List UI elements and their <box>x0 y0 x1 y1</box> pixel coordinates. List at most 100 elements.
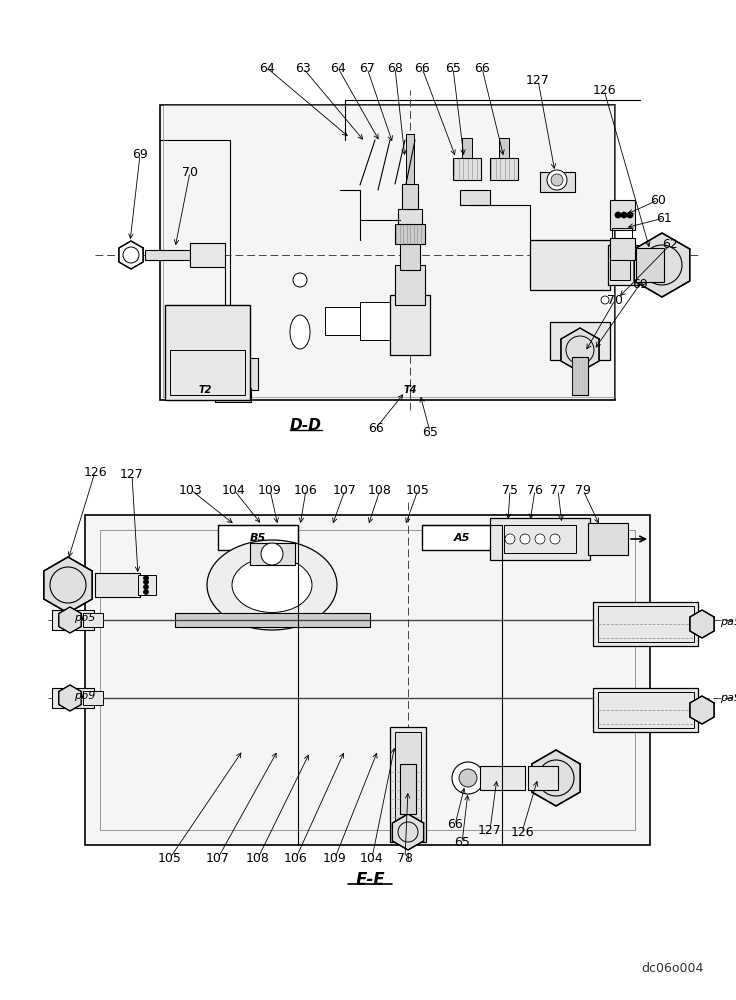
Text: D-D: D-D <box>290 418 322 434</box>
Bar <box>145 250 190 260</box>
Bar <box>422 525 502 550</box>
Polygon shape <box>43 557 92 613</box>
Text: pa5: pa5 <box>720 617 736 627</box>
Circle shape <box>505 534 515 544</box>
Ellipse shape <box>207 540 337 630</box>
Bar <box>528 766 558 790</box>
Text: 104: 104 <box>222 484 246 496</box>
Bar <box>490 518 590 560</box>
Bar <box>504 525 576 553</box>
Ellipse shape <box>232 558 312 612</box>
Bar <box>499 138 509 158</box>
Bar <box>390 727 426 842</box>
Polygon shape <box>59 607 81 633</box>
Text: 78: 78 <box>397 852 413 864</box>
Bar <box>190 243 225 267</box>
Text: 126: 126 <box>83 466 107 479</box>
Text: 60: 60 <box>650 194 666 207</box>
Text: 63: 63 <box>295 62 311 75</box>
Text: 127: 127 <box>478 824 502 836</box>
Polygon shape <box>531 750 580 806</box>
Text: 69: 69 <box>632 277 648 290</box>
Text: 65: 65 <box>422 426 438 438</box>
Circle shape <box>535 534 545 544</box>
Bar <box>593 688 698 732</box>
Text: 126: 126 <box>592 84 616 97</box>
Text: 66: 66 <box>447 818 463 832</box>
Bar <box>588 523 628 555</box>
Circle shape <box>144 576 149 580</box>
Bar <box>138 575 156 595</box>
Text: 66: 66 <box>414 62 430 75</box>
Polygon shape <box>690 696 714 724</box>
Text: 108: 108 <box>368 484 392 496</box>
Bar <box>610 238 635 260</box>
Bar <box>406 134 414 184</box>
Bar <box>460 190 490 205</box>
Bar <box>170 350 245 395</box>
Text: 105: 105 <box>158 852 182 864</box>
Polygon shape <box>561 328 599 372</box>
Text: 62: 62 <box>662 238 678 251</box>
Bar <box>550 322 610 360</box>
Text: 107: 107 <box>333 484 357 496</box>
Bar <box>400 764 416 814</box>
Text: 126: 126 <box>510 826 534 838</box>
Bar <box>52 688 94 708</box>
Text: T2: T2 <box>198 385 212 395</box>
Bar <box>395 265 425 305</box>
Text: 105: 105 <box>406 484 430 496</box>
Text: 64: 64 <box>259 62 275 75</box>
Bar <box>215 388 251 402</box>
Text: 65: 65 <box>445 62 461 75</box>
Circle shape <box>144 584 149 589</box>
Text: 107: 107 <box>206 852 230 864</box>
Circle shape <box>615 212 621 218</box>
Polygon shape <box>690 610 714 638</box>
Circle shape <box>144 589 149 594</box>
Polygon shape <box>392 814 424 850</box>
Text: 70: 70 <box>182 165 198 178</box>
Bar <box>593 602 698 646</box>
Text: 127: 127 <box>526 74 550 87</box>
Circle shape <box>452 762 484 794</box>
Text: pb9: pb9 <box>74 691 95 701</box>
Bar <box>218 525 298 550</box>
Bar <box>608 245 638 285</box>
Bar <box>52 610 94 630</box>
Bar <box>250 543 295 565</box>
Bar <box>83 691 103 705</box>
Text: 66: 66 <box>368 422 384 434</box>
Bar <box>100 530 635 830</box>
Bar <box>572 357 588 395</box>
Text: 67: 67 <box>359 62 375 75</box>
Circle shape <box>551 174 563 186</box>
Text: 65: 65 <box>454 836 470 850</box>
Text: dc06o004: dc06o004 <box>641 962 703 974</box>
Bar <box>480 766 525 790</box>
Bar <box>165 305 250 400</box>
Bar <box>163 105 615 397</box>
Text: 77: 77 <box>550 484 566 496</box>
Text: 108: 108 <box>246 852 270 864</box>
Text: pa9: pa9 <box>720 693 736 703</box>
Text: B5: B5 <box>250 533 266 543</box>
Circle shape <box>144 580 149 584</box>
Bar <box>610 200 635 230</box>
Text: A5: A5 <box>454 533 470 543</box>
Bar <box>402 184 418 209</box>
Bar <box>360 302 400 340</box>
Bar <box>398 209 422 224</box>
Circle shape <box>520 534 530 544</box>
Bar <box>390 295 430 355</box>
Bar <box>530 240 610 290</box>
Bar <box>400 240 420 270</box>
Text: 106: 106 <box>284 852 308 864</box>
Circle shape <box>293 273 307 287</box>
Bar <box>540 172 575 192</box>
Circle shape <box>550 534 560 544</box>
Circle shape <box>261 543 283 565</box>
Text: 70: 70 <box>607 294 623 306</box>
Text: 127: 127 <box>120 468 144 482</box>
Polygon shape <box>59 685 81 711</box>
